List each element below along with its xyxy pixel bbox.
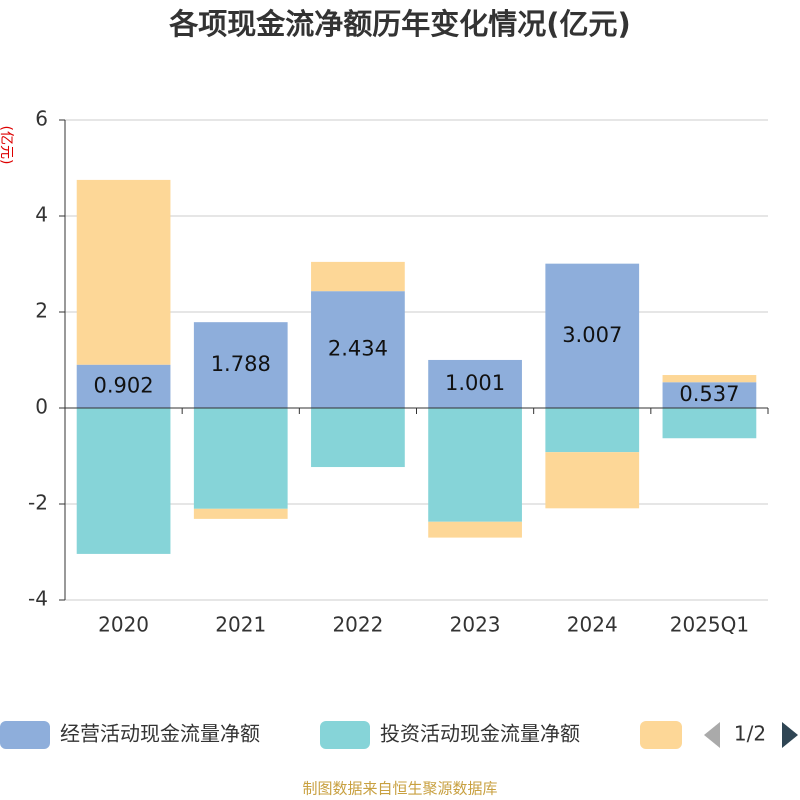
legend-swatch: [0, 721, 50, 749]
x-tick-label: 2020: [98, 613, 149, 637]
y-tick-label: 4: [35, 203, 48, 227]
bar: [76, 179, 171, 365]
bar: [545, 452, 640, 509]
data-label: 0.902: [94, 373, 154, 397]
legend-page: 1/2: [734, 722, 766, 746]
bar: [193, 408, 288, 509]
legend-prev[interactable]: [704, 722, 720, 748]
y-tick-label: -2: [28, 491, 48, 515]
x-tick-label: 2024: [567, 613, 618, 637]
bar: [545, 408, 640, 453]
x-tick-label: 2023: [450, 613, 501, 637]
bar: [76, 364, 171, 408]
x-tick-label: 2021: [215, 613, 266, 637]
data-label: 2.434: [328, 337, 388, 361]
bar: [193, 322, 288, 408]
data-label: 3.007: [562, 323, 622, 347]
data-label: 1.788: [211, 352, 271, 376]
y-axis-label: (亿元): [0, 126, 14, 165]
y-tick-label: 6: [35, 107, 48, 131]
bar: [311, 408, 405, 468]
bar: [428, 359, 522, 408]
legend-swatch: [640, 721, 682, 749]
bar: [428, 408, 522, 522]
bar: [311, 291, 405, 408]
bar: [193, 508, 288, 519]
x-tick-label: 2022: [332, 613, 383, 637]
bar: [311, 261, 405, 292]
legend-next[interactable]: [782, 722, 798, 748]
source-note: 制图数据来自恒生聚源数据库: [302, 780, 497, 798]
legend-label: 经营活动现金流量净额: [60, 722, 260, 746]
y-tick-label: 2: [35, 299, 48, 323]
x-tick-label: 2025Q1: [670, 613, 749, 637]
bar: [428, 521, 522, 538]
bar: [662, 382, 757, 408]
legend-swatch: [320, 721, 370, 749]
chart-title: 各项现金流净额历年变化情况(亿元): [168, 7, 631, 41]
y-tick-label: 0: [35, 395, 48, 419]
bar: [662, 375, 757, 383]
data-label: 0.537: [679, 382, 739, 406]
bar: [76, 408, 171, 554]
y-tick-label: -4: [28, 587, 48, 611]
data-label: 1.001: [445, 371, 505, 395]
legend-label: 投资活动现金流量净额: [380, 722, 580, 746]
bar: [662, 408, 757, 439]
bar: [545, 263, 640, 408]
